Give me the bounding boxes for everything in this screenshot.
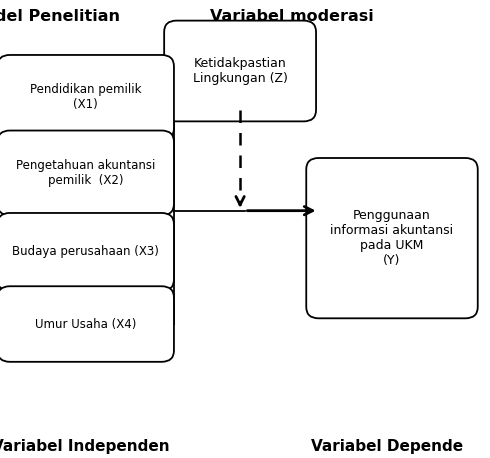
Text: Variabel moderasi: Variabel moderasi: [210, 9, 373, 23]
FancyBboxPatch shape: [0, 131, 174, 215]
Text: Variabel Independen: Variabel Independen: [0, 439, 170, 454]
Text: Model Penelitian: Model Penelitian: [0, 9, 120, 23]
Text: Pendidikan pemilik
(X1): Pendidikan pemilik (X1): [30, 83, 142, 111]
FancyBboxPatch shape: [0, 213, 174, 291]
FancyBboxPatch shape: [0, 55, 174, 140]
FancyBboxPatch shape: [164, 21, 316, 121]
Text: Budaya perusahaan (X3): Budaya perusahaan (X3): [12, 245, 159, 258]
FancyBboxPatch shape: [306, 158, 478, 318]
Text: Ketidakpastian
Lingkungan (Z): Ketidakpastian Lingkungan (Z): [193, 57, 288, 85]
Text: Umur Usaha (X4): Umur Usaha (X4): [35, 317, 136, 331]
FancyBboxPatch shape: [0, 286, 174, 362]
Text: Variabel Depende: Variabel Depende: [311, 439, 463, 454]
Text: Penggunaan
informasi akuntansi
pada UKM
(Y): Penggunaan informasi akuntansi pada UKM …: [330, 209, 454, 267]
Text: Pengetahuan akuntansi
pemilik  (X2): Pengetahuan akuntansi pemilik (X2): [16, 159, 155, 187]
